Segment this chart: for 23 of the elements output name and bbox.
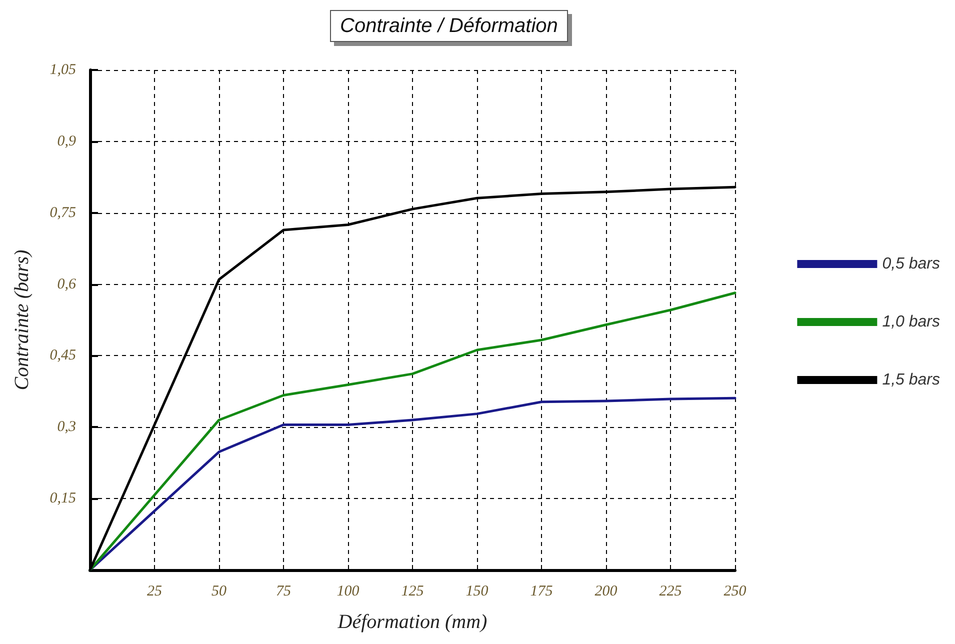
x-axis-title: Déformation (mm): [336, 611, 488, 633]
x-tick-label: 100: [336, 584, 360, 600]
y-tick-label: 0,9: [57, 133, 76, 150]
x-tick-label: 75: [276, 584, 292, 600]
y-tick-label: 0,3: [57, 419, 76, 436]
y-tick-label: 1,05: [50, 62, 76, 78]
x-tick-label: 225: [659, 584, 682, 600]
x-tick-label: 250: [724, 584, 747, 600]
x-tick-label: 50: [212, 584, 227, 600]
y-tick-label: 0,15: [50, 490, 76, 507]
y-tick-label: 0,45: [50, 348, 76, 364]
y-axis-title: Contrainte (bars): [11, 249, 33, 390]
y-tick-label: 0,6: [57, 276, 76, 292]
x-tick-label: 150: [466, 584, 489, 600]
legend-label: 0,5 bars: [882, 256, 940, 272]
y-tick-label: 0,75: [50, 204, 76, 221]
chart-title: Contrainte / Déformation: [340, 15, 558, 37]
x-tick-label: 125: [401, 584, 424, 600]
x-tick-label: 25: [147, 584, 162, 600]
legend-label: 1,5 bars: [882, 372, 940, 388]
legend-label: 1,0 bars: [882, 314, 940, 330]
x-tick-label: 175: [530, 584, 554, 600]
x-tick-label: 200: [594, 584, 618, 600]
